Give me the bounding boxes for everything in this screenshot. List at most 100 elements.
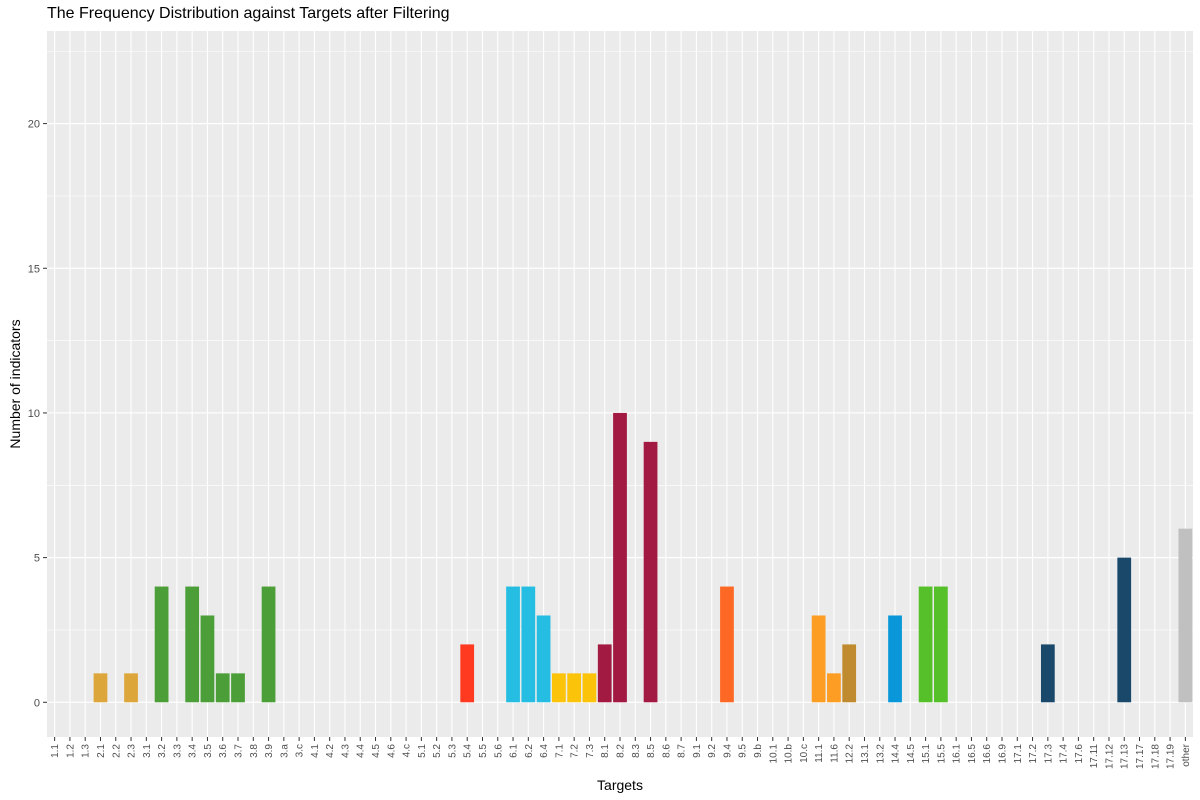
bar-12.2 [842, 644, 857, 703]
bar-5.4 [460, 644, 475, 703]
bar-3.5 [200, 615, 215, 703]
x-tick-label: other [1181, 743, 1192, 766]
x-tick-label: 7.1 [554, 744, 565, 758]
bar-8.1 [597, 644, 612, 703]
x-tick-label: 17.4 [1059, 744, 1070, 764]
x-tick-label: 3.6 [218, 744, 229, 758]
bar-6.2 [521, 586, 536, 703]
bar-11.6 [827, 673, 841, 703]
x-tick-label: 17.1 [1013, 744, 1024, 764]
x-tick-label: 5.4 [463, 744, 474, 758]
bar-15.1 [918, 586, 933, 703]
x-tick-label: 3.3 [172, 744, 183, 758]
x-tick-label: 14.4 [891, 744, 902, 764]
y-axis-ticks: 0 5 10 15 20 [28, 119, 47, 709]
bar-3.9 [261, 586, 276, 703]
x-tick-label: 9.1 [692, 744, 703, 758]
x-tick-label: 3.c [295, 744, 306, 757]
bar-7.2 [567, 673, 582, 703]
x-tick-label: 8.3 [631, 744, 642, 758]
x-tick-label: 16.5 [967, 744, 978, 764]
bar-17.3 [1040, 644, 1055, 703]
bar-17.13 [1117, 557, 1132, 703]
bar-2.3 [124, 673, 138, 703]
x-tick-label: 2.2 [111, 744, 122, 758]
y-tick-label: 15 [28, 263, 40, 275]
bar-14.4 [888, 615, 902, 703]
x-tick-label: 3.1 [142, 744, 153, 758]
y-tick-label: 10 [28, 408, 40, 420]
x-tick-label: 9.b [753, 744, 764, 758]
x-tick-label: 4.4 [356, 744, 367, 758]
x-tick-label: 12.2 [845, 744, 856, 764]
x-tick-label: 6.1 [509, 744, 520, 758]
x-tick-label: 10.b [784, 744, 795, 764]
x-tick-label: 3.4 [188, 744, 199, 758]
x-tick-label: 16.9 [998, 744, 1009, 764]
bar-6.1 [506, 586, 520, 703]
x-tick-label: 4.5 [371, 744, 382, 758]
x-tick-label: 8.1 [600, 744, 611, 758]
bar-8.2 [613, 412, 627, 703]
x-tick-label: 8.6 [661, 744, 672, 758]
x-tick-label: 4.6 [386, 744, 397, 758]
x-tick-label: 11.1 [814, 744, 825, 763]
x-tick-label: 17.18 [1150, 744, 1161, 769]
x-tick-label: 4.1 [310, 744, 321, 758]
x-tick-label: 3.2 [157, 744, 168, 758]
x-tick-label: 17.19 [1166, 744, 1177, 769]
x-tick-label: 17.11 [1089, 744, 1100, 769]
x-tick-label: 13.2 [875, 744, 886, 764]
bar-other [1178, 528, 1193, 703]
x-tick-label: 5.2 [432, 744, 443, 758]
x-tick-label: 17.2 [1028, 744, 1039, 764]
x-tick-label: 16.6 [982, 744, 993, 764]
x-tick-label: 15.1 [921, 744, 932, 764]
bar-3.4 [185, 586, 200, 703]
bar-9.4 [720, 586, 734, 703]
x-tick-label: 4.3 [340, 744, 351, 758]
bar-3.2 [154, 586, 169, 703]
x-tick-label: 9.5 [738, 744, 749, 758]
bars [93, 412, 1193, 703]
x-tick-label: 14.5 [906, 744, 917, 764]
x-tick-label: 1.2 [65, 744, 76, 758]
x-tick-label: 6.2 [524, 744, 535, 758]
x-tick-label: 8.2 [616, 744, 627, 758]
y-tick-label: 20 [28, 119, 40, 131]
x-tick-label: 3.5 [203, 744, 214, 758]
bar-2.1 [93, 673, 108, 703]
x-tick-label: 7.2 [570, 744, 581, 758]
chart-title: The Frequency Distribution against Targe… [47, 5, 450, 22]
x-axis-title: Targets [597, 777, 643, 793]
bar-7.1 [552, 673, 566, 703]
bar-7.3 [582, 673, 597, 703]
x-tick-label: 3.a [279, 744, 290, 758]
x-tick-label: 17.13 [1120, 744, 1131, 769]
y-axis-title: Number of indicators [7, 319, 23, 448]
x-tick-label: 9.2 [707, 744, 718, 758]
x-tick-label: 17.17 [1135, 744, 1146, 769]
x-tick-label: 1.1 [50, 744, 61, 758]
bar-6.4 [536, 615, 551, 703]
bar-15.5 [934, 586, 948, 703]
x-tick-label: 2.3 [127, 744, 138, 758]
x-tick-label: 7.3 [585, 744, 596, 758]
y-tick-label: 5 [34, 553, 40, 565]
x-tick-label: 5.3 [447, 744, 458, 758]
x-tick-label: 10.1 [768, 744, 779, 764]
y-tick-label: 0 [34, 697, 40, 709]
bar-11.1 [811, 615, 826, 703]
x-tick-label: 9.4 [722, 744, 733, 758]
x-tick-label: 3.9 [264, 744, 275, 758]
x-tick-label: 8.5 [646, 744, 657, 758]
bar-3.6 [215, 673, 230, 703]
x-tick-label: 17.12 [1104, 744, 1115, 769]
x-tick-label: 4.2 [325, 744, 336, 758]
x-tick-label: 1.3 [81, 744, 92, 758]
x-tick-label: 2.1 [96, 744, 107, 758]
x-tick-label: 17.3 [1043, 744, 1054, 764]
x-tick-label: 3.7 [234, 744, 245, 758]
x-tick-label: 4.c [402, 744, 413, 757]
